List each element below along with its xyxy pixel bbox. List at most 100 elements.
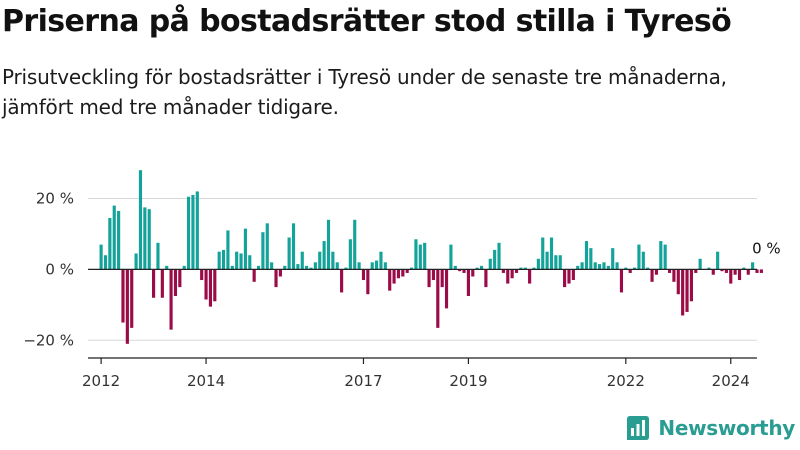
bar xyxy=(549,237,554,270)
bar xyxy=(344,267,348,270)
bar xyxy=(584,241,589,270)
bar xyxy=(444,269,449,309)
bar xyxy=(291,223,296,270)
bar xyxy=(248,255,252,270)
bar xyxy=(173,269,178,296)
bar xyxy=(431,269,436,281)
bar xyxy=(475,267,479,270)
bar xyxy=(637,244,641,270)
bar xyxy=(182,265,186,270)
bar xyxy=(602,262,606,270)
bar xyxy=(156,242,160,270)
x-tick-label: 2024 xyxy=(712,372,750,390)
bar xyxy=(563,269,567,288)
bar xyxy=(335,262,339,270)
bar xyxy=(340,269,344,293)
bar xyxy=(628,269,632,273)
bar xyxy=(650,269,654,282)
bar xyxy=(624,267,628,270)
bar xyxy=(326,219,331,270)
bar xyxy=(545,251,549,270)
bar xyxy=(689,269,693,302)
bar xyxy=(178,269,182,288)
x-tick-label: 2019 xyxy=(449,372,487,390)
bar xyxy=(720,269,724,272)
bar xyxy=(409,267,414,270)
bar xyxy=(654,269,659,275)
bar xyxy=(523,267,527,270)
bar xyxy=(134,253,138,270)
bar xyxy=(672,269,676,282)
bar xyxy=(235,251,239,270)
chart-title: Priserna på bostadsrätter stod stilla i … xyxy=(2,4,732,39)
bar xyxy=(646,267,650,270)
bar xyxy=(348,239,352,270)
bar xyxy=(296,264,300,270)
bar xyxy=(436,269,440,328)
bar xyxy=(615,262,619,270)
bar xyxy=(418,244,422,270)
bar xyxy=(641,251,645,270)
bar xyxy=(313,262,317,270)
x-tick-label: 2012 xyxy=(82,372,120,390)
bar xyxy=(261,232,265,270)
x-tick-label: 2017 xyxy=(344,372,382,390)
bar xyxy=(213,269,217,302)
bar xyxy=(737,269,742,281)
bar xyxy=(217,251,221,270)
bar xyxy=(366,269,370,295)
bar xyxy=(195,191,199,270)
bar xyxy=(479,265,484,270)
bar xyxy=(471,269,475,277)
bar xyxy=(707,267,711,270)
bar xyxy=(729,269,733,284)
bar xyxy=(427,269,431,288)
bar xyxy=(147,209,151,270)
bar xyxy=(152,269,156,298)
bar xyxy=(165,265,169,270)
bar xyxy=(659,241,663,270)
bar xyxy=(405,269,409,273)
bar xyxy=(449,244,453,270)
bar xyxy=(309,267,313,270)
bar xyxy=(466,269,470,296)
bar xyxy=(514,269,519,273)
bar xyxy=(379,251,383,270)
bar xyxy=(519,267,523,270)
bar xyxy=(528,269,532,284)
bar xyxy=(221,249,226,270)
bar xyxy=(265,223,269,270)
x-tick-label: 2022 xyxy=(607,372,645,390)
bar xyxy=(287,237,291,270)
bar xyxy=(506,269,510,284)
bar xyxy=(138,170,143,270)
bar xyxy=(186,196,191,270)
bar xyxy=(685,269,689,312)
bar xyxy=(501,269,505,273)
bar xyxy=(401,269,405,277)
bars xyxy=(99,170,763,344)
bar xyxy=(593,262,597,270)
bar xyxy=(681,269,685,316)
bar xyxy=(759,269,763,273)
bar xyxy=(108,218,112,270)
chart-subtitle: Prisutveckling för bostadsrätter i Tyres… xyxy=(2,65,727,119)
bar xyxy=(414,239,418,270)
bar xyxy=(396,269,401,279)
bar xyxy=(200,269,204,281)
bar xyxy=(204,269,208,300)
bar xyxy=(589,248,593,270)
bar xyxy=(698,258,702,270)
bar xyxy=(663,244,667,270)
bar xyxy=(580,262,584,270)
bar xyxy=(256,265,261,270)
tick-labels: 20 % 0 % −20 % 2012 2014 2017 2019 2022 2024 0 % xyxy=(23,190,780,390)
bar xyxy=(567,269,571,284)
bar xyxy=(278,269,282,277)
bar xyxy=(239,253,243,270)
bar xyxy=(462,269,466,273)
gridlines xyxy=(88,198,757,341)
bar xyxy=(392,269,396,284)
bar xyxy=(300,251,304,270)
